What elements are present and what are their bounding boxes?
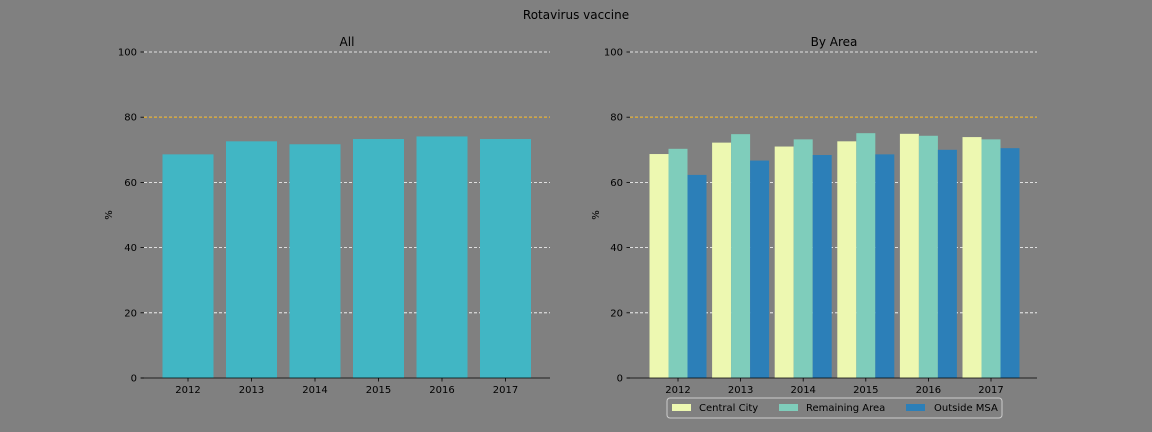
y-tick-label-all-40: 40 [124,243,137,254]
bar-by-area-2016-s2 [937,149,957,378]
y-ticks-by-area: 0 20 40 60 80 100 [604,48,630,385]
bar-by-area-2012-s2 [687,174,707,378]
bar-by-area-2017-s0 [962,137,982,378]
panel-title-all: All [340,35,355,49]
legend-label-remaining-area: Remaining Area [806,403,885,414]
bar-by-area-2014-s2 [812,155,832,378]
legend-swatch-outside-msa [906,404,925,411]
bar-by-area-2016-s1 [918,135,938,378]
bar-all-2016 [416,136,468,378]
y-tick-label-all-0: 0 [131,374,137,385]
x-tick-label-by-area-2013: 2013 [728,385,753,396]
y-tick-label-by-area-60: 60 [610,178,623,189]
bar-by-area-2013-s1 [731,134,751,378]
bar-all-2012 [162,154,214,378]
bar-by-area-2015-s0 [837,141,857,378]
x-tick-label-by-area-2014: 2014 [790,385,815,396]
x-tick-label-by-area-2015: 2015 [853,385,878,396]
bar-by-area-2013-s2 [750,160,770,378]
y-axis-label-all: % [104,210,115,220]
x-ticks-by-area: 2012 2013 2014 2015 2016 2017 [665,378,1004,396]
bars-all [162,136,531,378]
bar-all-2015 [353,139,404,378]
y-axis-label-by-area: % [591,210,602,220]
y-tick-label-all-20: 20 [124,308,137,319]
legend-box [666,397,1003,419]
bar-by-area-2016-s0 [899,133,919,378]
y-ticks-all: 0 20 40 60 80 100 [118,48,144,385]
legend-swatch-remaining-area [779,404,798,411]
bar-by-area-2013-s0 [712,142,732,378]
x-tick-label-by-area-2017: 2017 [978,385,1003,396]
panel-title-by-area: By Area [811,35,858,49]
bar-by-area-2012-s1 [668,148,688,378]
legend-label-outside-msa: Outside MSA [934,403,998,414]
y-tick-label-all-60: 60 [124,178,137,189]
legend: Central City Remaining Area Outside MSA [666,397,1003,419]
x-tick-label-all-2015: 2015 [366,385,391,396]
x-tick-label-all-2014: 2014 [302,385,327,396]
y-tick-label-by-area-40: 40 [610,243,623,254]
bars-by-area [649,133,1020,378]
x-tick-label-by-area-2012: 2012 [665,385,690,396]
bar-by-area-2015-s2 [875,154,895,378]
x-tick-label-all-2016: 2016 [429,385,454,396]
y-tick-label-by-area-80: 80 [610,113,623,124]
bar-by-area-2014-s0 [774,146,794,378]
bar-by-area-2017-s1 [981,139,1001,378]
y-tick-label-by-area-0: 0 [617,374,623,385]
bar-all-2017 [480,139,531,378]
bar-all-2014 [289,144,341,378]
y-tick-label-all-100: 100 [118,48,137,59]
figure-title: Rotavirus vaccine [523,8,629,22]
y-tick-label-by-area-100: 100 [604,48,623,59]
x-tick-label-all-2013: 2013 [239,385,264,396]
bar-by-area-2017-s2 [1000,148,1020,378]
y-tick-label-all-80: 80 [124,113,137,124]
legend-label-central-city: Central City [699,403,758,414]
legend-swatch-central-city [672,404,691,411]
x-ticks-all: 2012 2013 2014 2015 2016 2017 [175,378,518,396]
y-tick-label-by-area-20: 20 [610,308,623,319]
bar-by-area-2012-s0 [649,154,669,378]
bar-by-area-2015-s1 [856,133,876,378]
bar-by-area-2014-s1 [793,139,813,378]
x-tick-label-all-2012: 2012 [175,385,200,396]
bar-all-2013 [226,141,277,378]
x-tick-label-all-2017: 2017 [493,385,518,396]
x-tick-label-by-area-2016: 2016 [916,385,941,396]
